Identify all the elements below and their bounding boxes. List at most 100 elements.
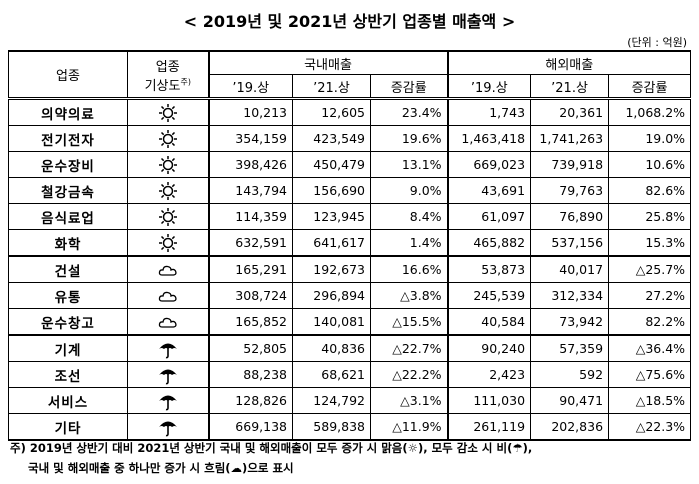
- weather-cell: [127, 229, 209, 257]
- value-cell: △36.4%: [608, 334, 692, 362]
- header-cell: ’19.상: [446, 74, 532, 100]
- header-cell: 해외매출: [446, 50, 692, 75]
- value-cell: 296,894: [292, 282, 371, 309]
- value-cell: 450,479: [292, 151, 371, 178]
- weather-cell: [127, 413, 209, 441]
- value-cell: 1,743: [446, 98, 532, 126]
- industry-cell: 기타: [8, 413, 128, 441]
- weather-cell: [127, 255, 209, 283]
- value-cell: 2,423: [446, 361, 532, 388]
- title: < 2019년 및 2021년 상반기 업종별 매출액 >: [183, 12, 516, 31]
- weather-cell: [127, 361, 209, 388]
- value-cell: 669,138: [207, 413, 293, 441]
- table-row: 의약의료 10,213 12,605 23.4% 1,743 20,361 1,068.2%: [8, 98, 692, 126]
- table-row: 화학 632,591 641,617 1.4% 465,882 537,156 15.3%: [8, 229, 692, 257]
- value-cell: 202,836: [530, 413, 610, 441]
- header-text: 기상도: [144, 78, 181, 94]
- header-cell: ’21.상: [292, 74, 371, 100]
- industry-cell: 운수창고: [8, 308, 128, 336]
- value-cell: 9.0%: [369, 177, 449, 204]
- value-cell: 16.6%: [369, 255, 449, 283]
- value-cell: 10,213: [207, 98, 293, 126]
- value-cell: 43,691: [446, 177, 532, 204]
- value-cell: 312,334: [530, 282, 610, 309]
- header-cell: 증감률: [369, 74, 449, 100]
- value-cell: 111,030: [446, 387, 532, 414]
- industry-cell: 유통: [8, 282, 128, 309]
- value-cell: 53,873: [446, 255, 532, 283]
- cloud-icon: [158, 291, 177, 302]
- weather-cell: [127, 125, 209, 152]
- value-cell: 589,838: [292, 413, 371, 441]
- weather-cell: [127, 308, 209, 336]
- header-cell: ’19.상: [207, 74, 293, 100]
- sun-icon: [158, 207, 177, 226]
- sun-icon: [158, 103, 177, 122]
- value-cell: 245,539: [446, 282, 532, 309]
- value-cell: 669,023: [446, 151, 532, 178]
- value-cell: △3.1%: [369, 387, 449, 414]
- value-cell: △15.5%: [369, 308, 449, 336]
- header-cell: 국내매출: [207, 50, 449, 75]
- value-cell: 165,291: [207, 255, 293, 283]
- sun-icon: [158, 181, 177, 200]
- value-cell: 52,805: [207, 334, 293, 362]
- value-cell: 88,238: [207, 361, 293, 388]
- sun-icon: [158, 233, 177, 252]
- value-cell: △22.3%: [608, 413, 692, 441]
- sun-icon: [158, 155, 177, 174]
- industry-cell: 서비스: [8, 387, 128, 414]
- cloud-icon: [158, 265, 177, 276]
- industry-cell: 운수장비: [8, 151, 128, 178]
- value-cell: 61,097: [446, 203, 532, 230]
- table-row: 운수창고 165,852 140,081 △15.5% 40,584 73,942 82.2…: [8, 308, 692, 336]
- value-cell: 13.1%: [369, 151, 449, 178]
- value-cell: 76,890: [530, 203, 610, 230]
- value-cell: 25.8%: [608, 203, 692, 230]
- value-cell: 90,471: [530, 387, 610, 414]
- cloud-icon: [158, 317, 177, 328]
- value-cell: 8.4%: [369, 203, 449, 230]
- value-cell: 68,621: [292, 361, 371, 388]
- weather-cell: [127, 177, 209, 204]
- value-cell: 27.2%: [608, 282, 692, 309]
- value-cell: 641,617: [292, 229, 371, 257]
- value-cell: 19.0%: [608, 125, 692, 152]
- header-cell: 업종 기상도주): [127, 50, 209, 100]
- value-cell: 40,017: [530, 255, 610, 283]
- value-cell: △22.7%: [369, 334, 449, 362]
- table-row: 기타 669,138 589,838 △11.9% 261,119 202,836 △22.…: [8, 413, 692, 441]
- value-cell: △75.6%: [608, 361, 692, 388]
- value-cell: 73,942: [530, 308, 610, 336]
- header-cell: 증감률: [608, 74, 692, 100]
- industry-cell: 전기전자: [8, 125, 128, 152]
- value-cell: 79,763: [530, 177, 610, 204]
- weather-cell: [127, 151, 209, 178]
- value-cell: 19.6%: [369, 125, 449, 152]
- unit: (단위 : 억원): [627, 36, 687, 49]
- table-row: 기계 52,805 40,836 △22.7% 90,240 57,359 △36.4%: [8, 334, 692, 362]
- value-cell: 82.6%: [608, 177, 692, 204]
- value-cell: △22.2%: [369, 361, 449, 388]
- value-cell: 1,741,263: [530, 125, 610, 152]
- value-cell: 23.4%: [369, 98, 449, 126]
- industry-cell: 의약의료: [8, 98, 128, 126]
- industry-cell: 건설: [8, 255, 128, 283]
- value-cell: 90,240: [446, 334, 532, 362]
- value-cell: 143,794: [207, 177, 293, 204]
- weather-cell: [127, 334, 209, 362]
- umbrella-icon: [158, 395, 177, 410]
- table-row: 전기전자 354,159 423,549 19.6% 1,463,418 1,741,26…: [8, 125, 692, 152]
- value-cell: 40,584: [446, 308, 532, 336]
- table-row: 건설 165,291 192,673 16.6% 53,873 40,017 △25.7%: [8, 255, 692, 283]
- value-cell: 1.4%: [369, 229, 449, 257]
- value-cell: 140,081: [292, 308, 371, 336]
- value-cell: 20,361: [530, 98, 610, 126]
- value-cell: 15.3%: [608, 229, 692, 257]
- value-cell: 632,591: [207, 229, 293, 257]
- value-cell: 1,068.2%: [608, 98, 692, 126]
- value-cell: 128,826: [207, 387, 293, 414]
- value-cell: 465,882: [446, 229, 532, 257]
- umbrella-icon: [158, 369, 177, 384]
